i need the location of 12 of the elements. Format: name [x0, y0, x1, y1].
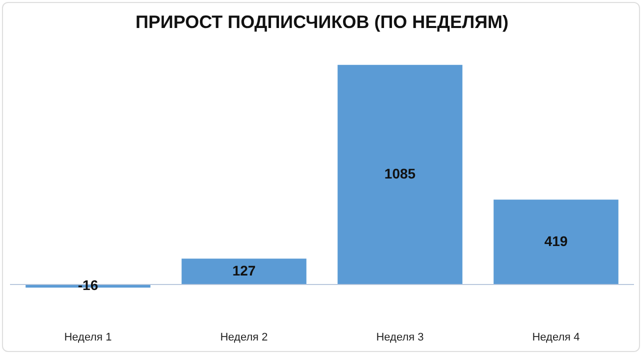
x-tick-label: Неделя 3: [376, 331, 424, 344]
data-label: 1085: [384, 165, 416, 182]
data-label: 127: [232, 262, 256, 278]
bar: [494, 200, 618, 284]
data-label: -16: [78, 276, 98, 293]
chart-title: ПРИРОСТ ПОДПИСЧИКОВ (ПО НЕДЕЛЯМ): [135, 12, 509, 32]
bar: [338, 64, 462, 284]
x-tick-label: Неделя 2: [220, 331, 268, 344]
x-tick-label: Неделя 4: [532, 331, 580, 344]
bar: [182, 258, 306, 284]
data-label: 419: [544, 232, 568, 249]
x-tick-label: Неделя 1: [64, 331, 112, 344]
